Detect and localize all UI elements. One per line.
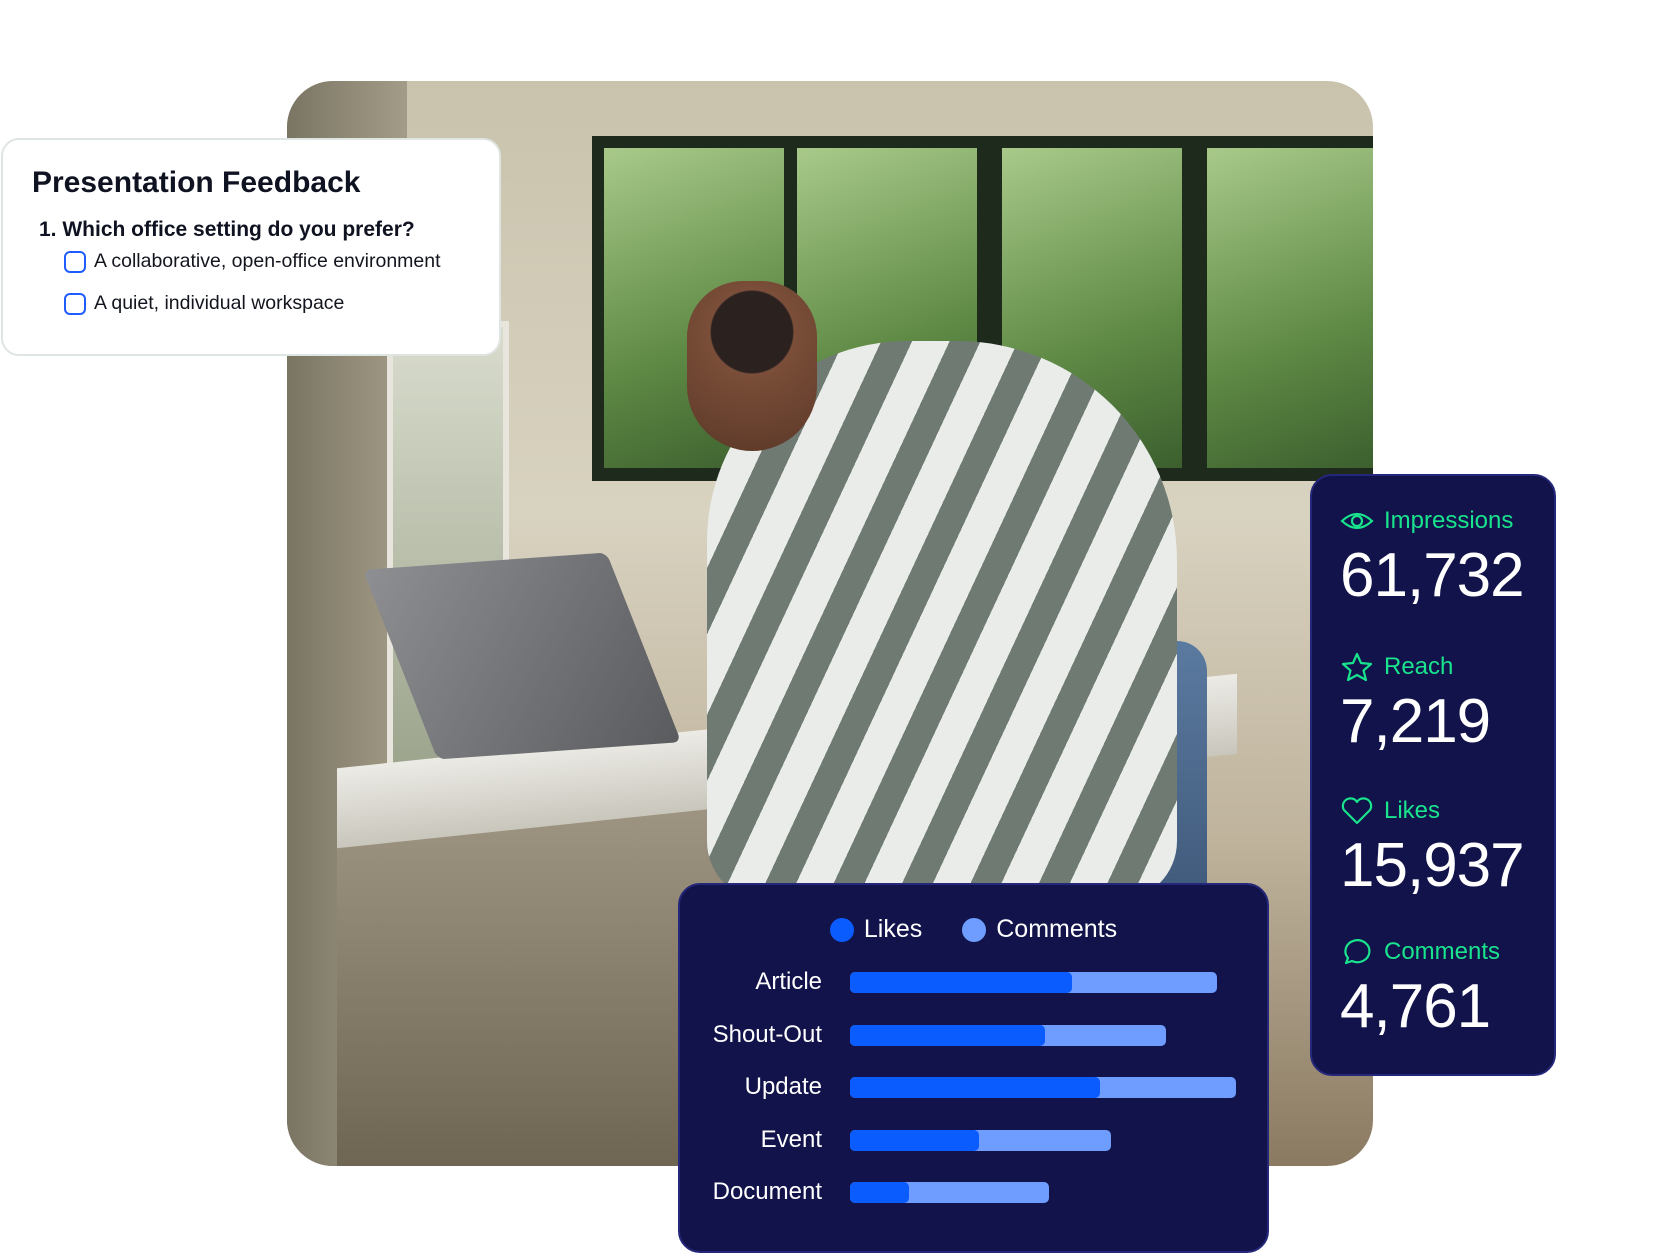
stat-value: 15,937 <box>1340 831 1525 900</box>
stat-impressions: Impressions 61,732 <box>1340 506 1525 611</box>
legend-dot <box>829 917 854 942</box>
bar-likes <box>850 972 1073 993</box>
category-label: Document <box>712 1178 822 1205</box>
survey-card: Presentation Feedback 1. Which office se… <box>1 138 501 356</box>
survey-option[interactable]: A collaborative, open-office environment <box>64 250 441 273</box>
legend-label: Likes <box>863 915 923 943</box>
option-label: A collaborative, open-office environment <box>94 250 441 272</box>
category-label: Event <box>760 1125 822 1153</box>
legend-item-comments: Comments <box>962 915 1117 944</box>
category-label: Article <box>755 968 822 995</box>
stat-value: 7,219 <box>1340 687 1491 756</box>
stat-reach: Reach 7,219 <box>1340 652 1491 757</box>
legend-item-likes: Likes <box>829 915 923 944</box>
stat-value: 61,732 <box>1340 541 1525 610</box>
engagement-chart: Likes Comments Article Shout-Out Update Eve… <box>678 883 1269 1253</box>
survey-option[interactable]: A quiet, individual workspace <box>64 292 344 315</box>
legend-label: Comments <box>996 915 1118 943</box>
comment-icon <box>1344 939 1371 965</box>
stat-label: Likes <box>1384 797 1441 824</box>
stat-label: Impressions <box>1384 507 1514 534</box>
bar-likes <box>850 1129 979 1151</box>
stats-panel: Impressions 61,732 Reach 7,219 Likes 15,… <box>1310 474 1556 1076</box>
bar-likes <box>850 1077 1100 1098</box>
survey-title: Presentation Feedback <box>32 166 361 199</box>
category-label: Update <box>744 1073 822 1100</box>
stat-label: Reach <box>1384 653 1454 680</box>
stat-comments: Comments 4,761 <box>1340 937 1500 1042</box>
stat-label: Comments <box>1384 938 1501 965</box>
eye-icon <box>1340 512 1374 530</box>
legend-dot <box>962 917 987 942</box>
survey-question: 1. Which office setting do you prefer? <box>39 218 415 241</box>
checkbox[interactable] <box>64 250 86 273</box>
stat-value: 4,761 <box>1340 972 1491 1041</box>
checkbox[interactable] <box>64 292 86 315</box>
category-label: Shout-Out <box>712 1020 822 1048</box>
star-icon <box>1341 652 1373 682</box>
bar-likes <box>850 1182 909 1203</box>
option-label: A quiet, individual workspace <box>94 292 345 314</box>
photo-person-head <box>687 281 817 451</box>
stat-likes: Likes 15,937 <box>1340 796 1525 901</box>
chart-legend: Likes Comments <box>680 915 1267 944</box>
heart-icon <box>1341 797 1373 825</box>
bar-likes <box>850 1024 1045 1046</box>
